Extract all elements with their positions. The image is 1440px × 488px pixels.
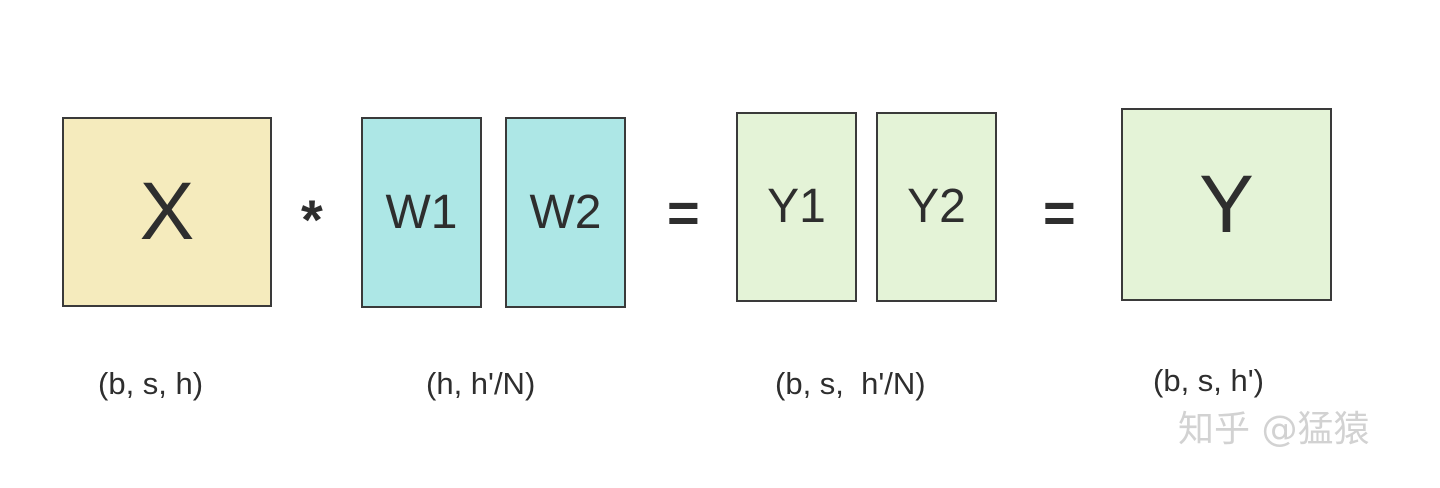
x-matrix-block: X [62, 117, 272, 307]
equals-operator-1: = [667, 181, 700, 244]
y-parts-shape-caption: (b, s, h'/N) [775, 366, 926, 401]
w1-matrix-label: W1 [385, 185, 458, 239]
y-matrix-label: Y [1199, 158, 1254, 250]
w2-matrix-label: W2 [529, 185, 602, 239]
y1-matrix-label: Y1 [767, 180, 826, 233]
y2-matrix-block: Y2 [876, 112, 997, 302]
zhihu-watermark: 知乎 @猛猿 [1178, 409, 1370, 450]
x-shape-caption: (b, s, h) [98, 366, 204, 401]
y-shape-caption: (b, s, h') [1153, 363, 1264, 398]
equals-operator-2: = [1043, 181, 1076, 244]
multiply-operator: * [301, 188, 323, 251]
w1-matrix-block: W1 [361, 117, 482, 308]
y2-matrix-label: Y2 [907, 180, 966, 233]
y1-matrix-block: Y1 [736, 112, 857, 302]
y-matrix-block: Y [1121, 108, 1332, 301]
w-shape-caption: (h, h'/N) [426, 366, 536, 401]
x-matrix-label: X [139, 166, 195, 257]
w2-matrix-block: W2 [505, 117, 626, 308]
